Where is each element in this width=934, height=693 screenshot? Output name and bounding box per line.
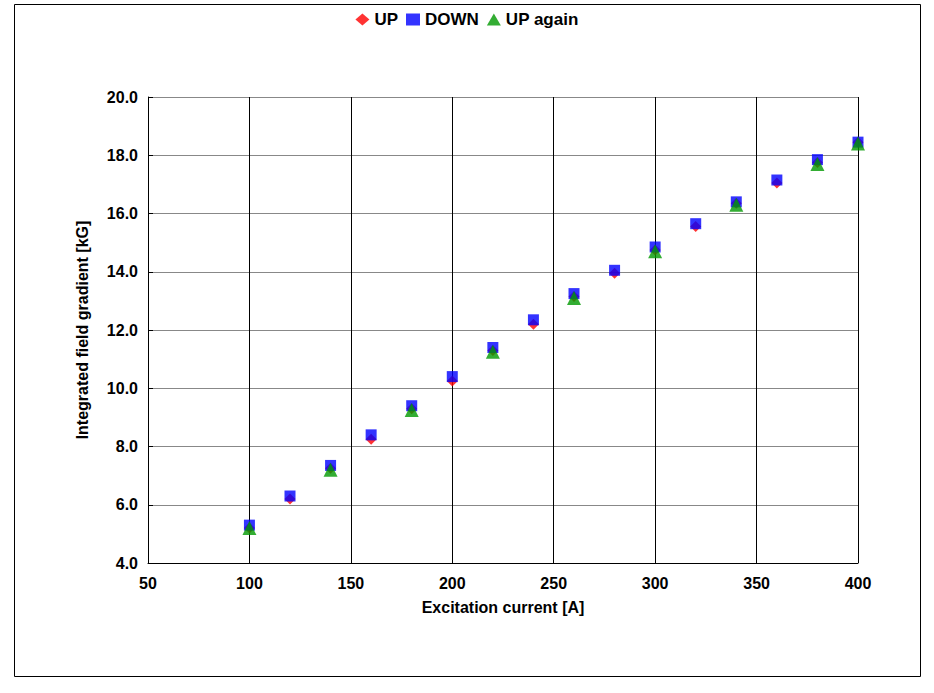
svg-text:300: 300 [642,575,669,592]
svg-text:6.0: 6.0 [116,496,138,513]
svg-text:10.0: 10.0 [107,380,138,397]
svg-text:50: 50 [139,575,157,592]
svg-text:12.0: 12.0 [107,322,138,339]
svg-text:100: 100 [236,575,263,592]
svg-text:150: 150 [338,575,365,592]
svg-text:14.0: 14.0 [107,263,138,280]
svg-text:18.0: 18.0 [107,147,138,164]
svg-text:250: 250 [540,575,567,592]
svg-text:Integrated field gradient [kG]: Integrated field gradient [kG] [74,221,91,440]
svg-text:DOWN: DOWN [425,10,479,29]
svg-text:UP again: UP again [506,10,578,29]
svg-text:400: 400 [845,575,872,592]
svg-text:4.0: 4.0 [116,555,138,572]
svg-text:200: 200 [439,575,466,592]
svg-text:8.0: 8.0 [116,438,138,455]
svg-text:UP: UP [374,10,398,29]
svg-text:16.0: 16.0 [107,205,138,222]
svg-text:Excitation current [A]: Excitation current [A] [422,599,585,616]
svg-text:350: 350 [743,575,770,592]
svg-text:20.0: 20.0 [107,89,138,106]
